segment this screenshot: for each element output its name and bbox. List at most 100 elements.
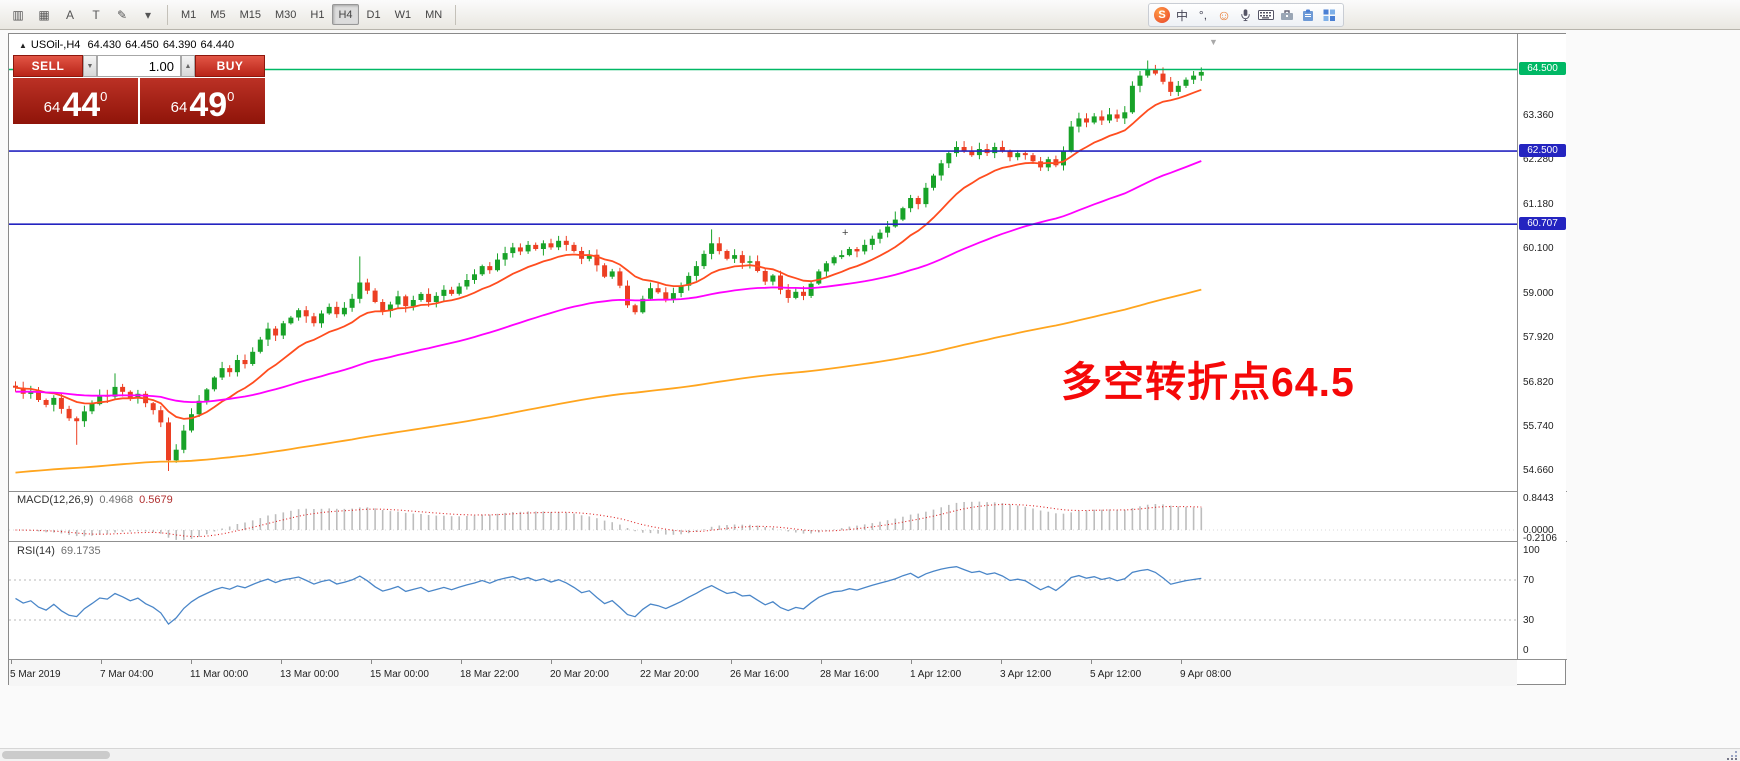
dropdown-caret-icon[interactable]: ▾	[144, 7, 152, 22]
time-tick	[911, 660, 912, 664]
volume-input[interactable]	[97, 55, 181, 77]
sell-price-big: 44	[62, 85, 101, 124]
panel-splitter[interactable]	[9, 541, 1567, 542]
chart-tools-group: ▥ ▦ A T ✎ ▾	[5, 4, 161, 26]
rsi-label: RSI(14) 69.1735	[17, 545, 101, 557]
symbol-info: ▲ USOil-,H4 64.430 64.450 64.390 64.440	[19, 39, 238, 51]
sogou-logo-icon[interactable]: S	[1154, 7, 1170, 23]
macd-scale-label: 0.8443	[1523, 493, 1554, 504]
price-chart-plot[interactable]	[9, 34, 1517, 491]
clipboard-icon[interactable]	[1299, 6, 1317, 24]
time-axis[interactable]: 5 Mar 2019 7 Mar 04:00 11 Mar 00:00 13 Mar …	[9, 660, 1517, 686]
rsi-scale-label: 0	[1523, 645, 1529, 656]
rsi-scale-label: 30	[1523, 615, 1535, 626]
time-tick	[281, 660, 282, 664]
price-tick-label: 61.180	[1523, 199, 1554, 210]
time-tick-label: 20 Mar 20:00	[550, 669, 609, 680]
time-tick	[821, 660, 822, 664]
one-click-trading-panel: SELL ▼ ▲ BUY 64 44 0 64 49 0	[13, 55, 265, 124]
macd-label: MACD(12,26,9) 0.4968 0.5679	[17, 494, 173, 506]
price-tick-label: 60.100	[1523, 243, 1554, 254]
resize-grip-icon[interactable]	[1726, 751, 1738, 760]
panel-splitter[interactable]	[9, 491, 1567, 492]
time-tick-label: 13 Mar 00:00	[280, 669, 339, 680]
time-tick-label: 9 Apr 08:00	[1180, 669, 1232, 680]
sell-price-sup: 0	[100, 89, 108, 104]
timeframe-button-w1[interactable]: W1	[394, 8, 412, 21]
scrollbar-thumb[interactable]	[2, 751, 110, 759]
timeframe-button-h4[interactable]: H4	[332, 4, 359, 25]
time-tick	[101, 660, 102, 664]
timeframe-button-mn[interactable]: MN	[425, 8, 443, 21]
macd-scale-label: -0.2106	[1523, 533, 1557, 544]
time-tick-label: 7 Mar 04:00	[100, 669, 154, 680]
keyboard-icon[interactable]	[1257, 6, 1275, 24]
volume-increase-button[interactable]: ▲	[181, 55, 195, 77]
time-tick	[1091, 660, 1092, 664]
buy-button[interactable]: BUY	[195, 55, 265, 77]
price-close: 64.440	[200, 39, 235, 51]
macd-scale-label: 0.0000	[1523, 525, 1554, 536]
time-tick	[1181, 660, 1182, 664]
time-tick-label: 3 Apr 12:00	[1000, 669, 1052, 680]
chart-window: ▲ USOil-,H4 64.430 64.450 64.390 64.440 SELL…	[8, 33, 1567, 686]
timeframe-group: M1 M5 M15 M30 H1 H4 D1 W1 MN	[174, 4, 449, 25]
timeframe-button-m15[interactable]: M15	[239, 8, 261, 21]
microphone-icon[interactable]	[1236, 6, 1254, 24]
time-tick	[551, 660, 552, 664]
label-tool-icon[interactable]: A	[65, 7, 74, 22]
toolbar-separator	[455, 4, 457, 25]
macd-panel-plot[interactable]	[9, 492, 1517, 541]
rsi-title: RSI(14)	[17, 545, 55, 557]
chinese-mode-icon[interactable]: 中	[1175, 8, 1188, 23]
main-toolbar: ▥ ▦ A T ✎ ▾ M1 M5 M15 M30 H1 H4 D1 W1 MN S 中 °, ☺	[0, 0, 1740, 30]
time-tick	[641, 660, 642, 664]
price-scale[interactable]: 63.360 62.280 61.180 60.100 59.000 57.920 56.8…	[1517, 34, 1566, 659]
sell-price-display: 64 44 0	[13, 78, 138, 124]
chart-annotation[interactable]: 多空转折点64.5	[1061, 359, 1355, 405]
price-high: 64.450	[125, 39, 159, 51]
draw-tool-icon[interactable]: ✎	[116, 7, 128, 22]
chart-type-icon[interactable]: ▥	[12, 7, 24, 22]
time-tick	[371, 660, 372, 664]
symbol-name: USOil-,H4	[30, 39, 81, 51]
chart-shift-marker-icon: ▼	[1209, 37, 1218, 47]
emoji-icon[interactable]: ☺	[1216, 7, 1232, 23]
rsi-scale-label: 100	[1523, 545, 1540, 556]
time-tick-label: 22 Mar 20:00	[640, 669, 699, 680]
buy-price-sup: 0	[227, 89, 235, 104]
price-level-badge: 64.500	[1519, 62, 1566, 75]
timeframe-button-m1[interactable]: M1	[181, 8, 197, 21]
ime-toolbar: S 中 °, ☺	[1148, 3, 1344, 27]
price-tick-label: 62.280	[1523, 154, 1554, 165]
horizontal-scrollbar[interactable]	[0, 748, 1740, 761]
timeframe-button-d1[interactable]: D1	[366, 8, 381, 21]
timeframe-button-m5[interactable]: M5	[210, 8, 226, 21]
price-level-badge: 60.707	[1519, 217, 1566, 230]
macd-signal-value: 0.5679	[139, 494, 173, 506]
grid-icon[interactable]: ▦	[38, 7, 50, 22]
price-tick-label: 57.920	[1523, 332, 1554, 343]
text-box-tool-icon[interactable]: T	[92, 7, 100, 22]
punctuation-icon[interactable]: °,	[1198, 8, 1208, 22]
time-tick	[461, 660, 462, 664]
volume-decrease-button[interactable]: ▼	[83, 55, 97, 77]
panel-splitter[interactable]	[9, 659, 1567, 660]
time-tick	[1001, 660, 1002, 664]
macd-title: MACD(12,26,9)	[17, 494, 94, 506]
layout-grid-icon[interactable]	[1320, 6, 1338, 24]
toolbox-icon[interactable]	[1278, 6, 1296, 24]
timeframe-button-m30[interactable]: M30	[274, 8, 297, 21]
timeframe-button-h1[interactable]: H1	[310, 8, 325, 21]
price-low: 64.390	[162, 39, 197, 51]
sell-button[interactable]: SELL	[13, 55, 83, 77]
symbol-marker-icon: ▲	[19, 41, 27, 50]
time-tick-label: 5 Mar 2019	[10, 669, 61, 680]
time-tick-label: 15 Mar 00:00	[370, 669, 429, 680]
price-tick-label: 59.000	[1523, 288, 1554, 299]
time-tick	[11, 660, 12, 664]
crosshair-marker: +	[842, 227, 849, 239]
price-tick-label: 63.360	[1523, 110, 1554, 121]
rsi-panel-plot[interactable]	[9, 542, 1517, 659]
time-tick-label: 18 Mar 22:00	[460, 669, 519, 680]
